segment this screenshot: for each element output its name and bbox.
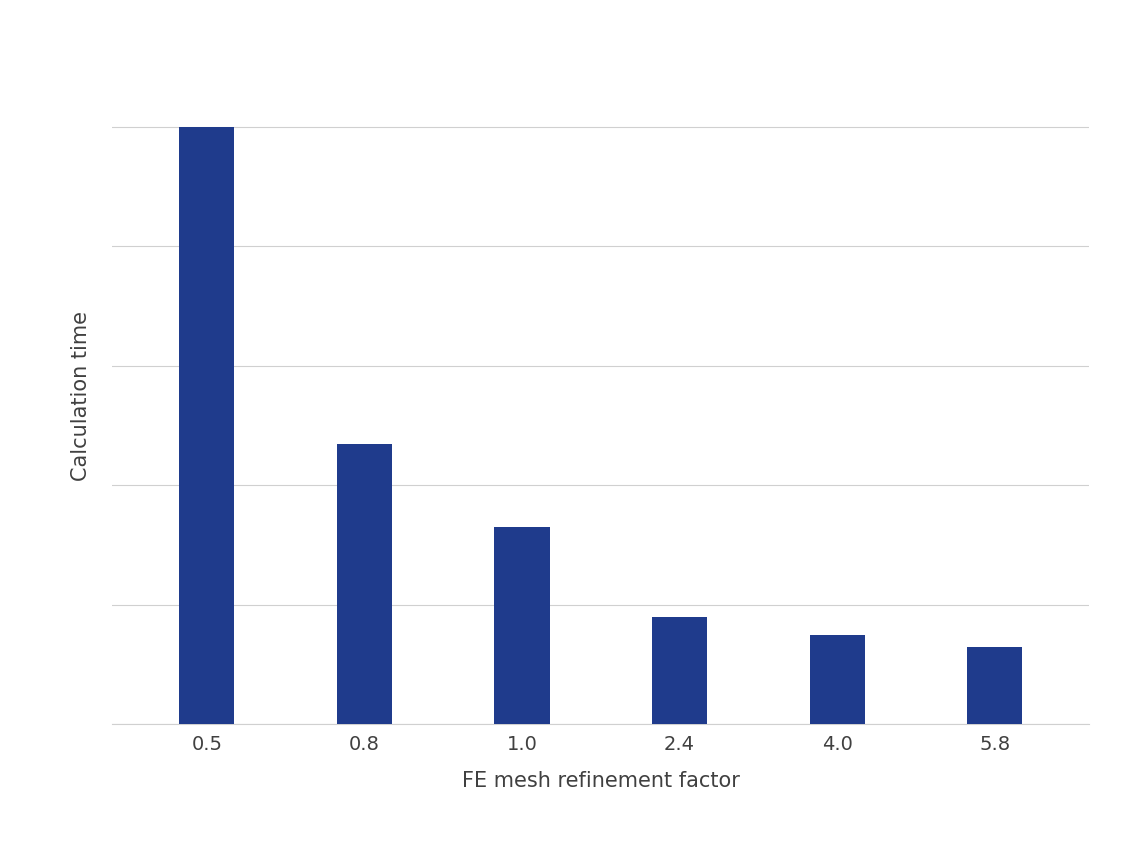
Bar [337,444,392,724]
Y-axis label: Calculation time: Calculation time [71,311,91,481]
Bar [810,635,865,724]
Bar [652,616,707,724]
Bar [180,127,235,724]
Bar [494,527,549,724]
X-axis label: FE mesh refinement factor: FE mesh refinement factor [462,771,740,791]
Bar [967,647,1022,724]
